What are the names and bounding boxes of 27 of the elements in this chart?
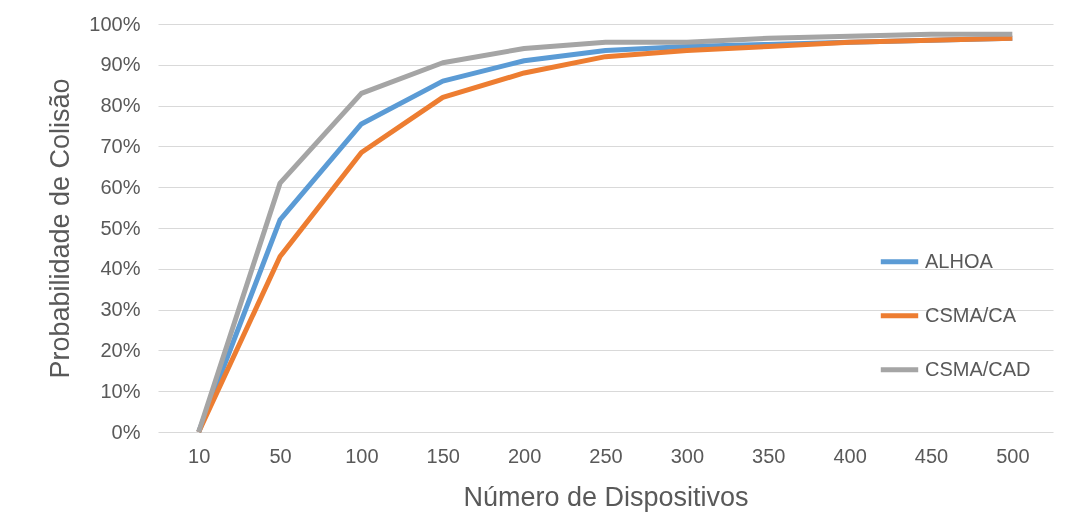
y-tick-label: 20% (100, 338, 141, 361)
x-tick-label: 250 (589, 444, 623, 467)
y-tick-label: 30% (100, 298, 141, 321)
legend-label: CSMA/CAD (925, 357, 1031, 380)
y-tick-label: 60% (100, 175, 141, 198)
x-axis-title: Número de Dispositivos (463, 481, 749, 512)
y-tick-label: 100% (89, 12, 141, 35)
y-tick-label: 40% (100, 257, 141, 280)
x-tick-label: 50 (269, 444, 292, 467)
x-tick-label: 200 (507, 444, 542, 467)
legend-label: CSMA/CA (925, 303, 1017, 326)
y-tick-label: 90% (100, 53, 141, 76)
y-tick-label: 50% (100, 216, 141, 239)
x-tick-label: 400 (833, 444, 867, 467)
x-tick-label: 150 (426, 444, 460, 467)
y-tick-label: 0% (111, 420, 141, 443)
x-tick-label: 10 (188, 444, 211, 467)
x-tick-label: 350 (752, 444, 786, 467)
y-axis-title: Probabilidade de Colisão (45, 78, 76, 379)
x-tick-label: 300 (670, 444, 705, 467)
y-tick-label: 10% (100, 379, 141, 402)
y-tick-label: 80% (100, 94, 141, 117)
x-tick-label: 500 (996, 444, 1030, 467)
legend-label: ALHOA (925, 249, 994, 272)
y-tick-label: 70% (100, 134, 141, 157)
x-tick-label: 450 (914, 444, 949, 467)
x-tick-label: 100 (345, 444, 379, 467)
